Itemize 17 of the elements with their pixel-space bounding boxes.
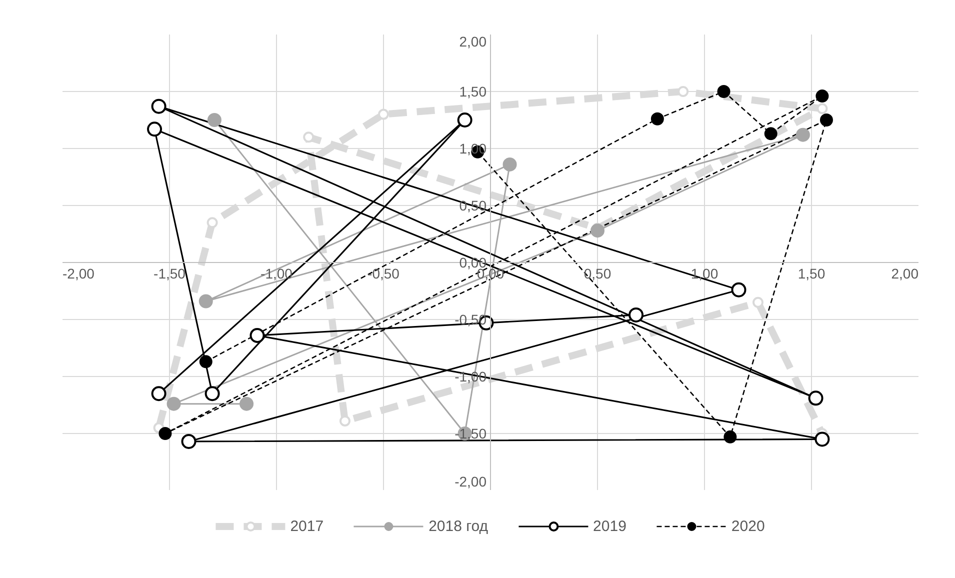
y-tick-label: -2,00 bbox=[454, 474, 487, 490]
y-tick-label: 2,00 bbox=[459, 34, 487, 50]
x-tick-label: 0,50 bbox=[584, 266, 612, 282]
x-tick-label: -1,50 bbox=[154, 266, 186, 282]
legend-label: 2018 год bbox=[428, 518, 488, 534]
y-tick-label: -1,50 bbox=[454, 426, 487, 442]
y-tick-label: 0,00 bbox=[459, 254, 487, 270]
x-tick-label: 2,00 bbox=[891, 266, 919, 282]
x-tick-label: 1,00 bbox=[690, 266, 718, 282]
y-tick-label: 1,50 bbox=[459, 84, 487, 100]
x-tick-label: -2,00 bbox=[62, 266, 95, 282]
x-tick-label: 1,50 bbox=[798, 266, 826, 282]
x-tick-label: -1,00 bbox=[260, 266, 293, 282]
x-tick-label: -0,50 bbox=[368, 266, 400, 282]
legend-label: 2020 bbox=[731, 518, 765, 534]
legend-label: 2017 bbox=[290, 518, 324, 534]
legend-label: 2019 bbox=[593, 518, 626, 534]
